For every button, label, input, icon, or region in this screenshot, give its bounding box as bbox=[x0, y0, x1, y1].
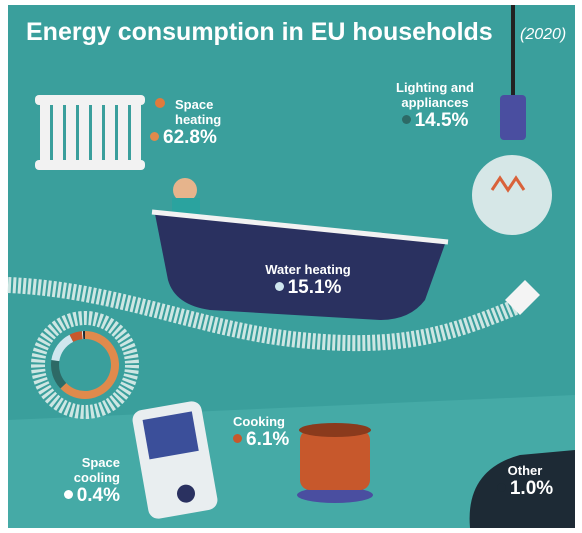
pot bbox=[297, 423, 373, 503]
donut-segment bbox=[60, 331, 119, 399]
color-dot bbox=[496, 483, 506, 492]
radiator bbox=[35, 95, 165, 170]
value-line: 1.0% bbox=[480, 478, 570, 500]
color-dot bbox=[150, 132, 159, 141]
category-label: Water heating 15.1% bbox=[248, 262, 368, 299]
donut-segment bbox=[51, 334, 74, 362]
value-line: 15.1% bbox=[248, 277, 368, 299]
value-label: 62.8% bbox=[163, 127, 217, 148]
category-label: Cooking 6.1% bbox=[233, 414, 313, 451]
title: Energy consumption in EU households bbox=[26, 18, 493, 46]
value-label: 1.0% bbox=[509, 478, 554, 499]
other-area bbox=[469, 450, 575, 528]
category-name: Lighting and appliances bbox=[396, 80, 474, 110]
hose-coil bbox=[31, 311, 139, 419]
bathtub bbox=[151, 178, 449, 320]
subtitle: (2020) bbox=[520, 26, 567, 43]
category-label: Other 1.0% bbox=[480, 463, 570, 500]
category-label: Space heating 62.8% bbox=[150, 97, 230, 149]
donut-segment bbox=[69, 331, 83, 342]
donut-segment bbox=[51, 359, 67, 389]
value-label: 6.1% bbox=[246, 429, 290, 450]
category-name: Space cooling bbox=[73, 455, 120, 485]
value-line: 14.5% bbox=[385, 110, 485, 132]
color-dot bbox=[274, 282, 284, 291]
color-dot bbox=[233, 434, 242, 443]
category-name: Space heating bbox=[175, 97, 222, 127]
value-line: 0.4% bbox=[40, 485, 120, 507]
color-dot bbox=[401, 115, 411, 124]
category-name: Other bbox=[507, 463, 543, 478]
category-name: Cooking bbox=[233, 414, 285, 429]
value-line: 62.8% bbox=[150, 127, 230, 149]
value-label: 0.4% bbox=[76, 485, 120, 506]
value-label: 15.1% bbox=[287, 277, 342, 298]
category-label: Space cooling 0.4% bbox=[40, 455, 120, 507]
value-line: 6.1% bbox=[233, 429, 313, 451]
category-label: Lighting and appliances 14.5% bbox=[385, 80, 485, 132]
remote bbox=[132, 401, 218, 519]
category-name: Water heating bbox=[265, 262, 351, 277]
value-label: 14.5% bbox=[414, 110, 469, 131]
light-bulb bbox=[472, 5, 552, 235]
hose bbox=[7, 277, 524, 352]
color-dot bbox=[63, 490, 73, 499]
plug bbox=[505, 280, 540, 315]
